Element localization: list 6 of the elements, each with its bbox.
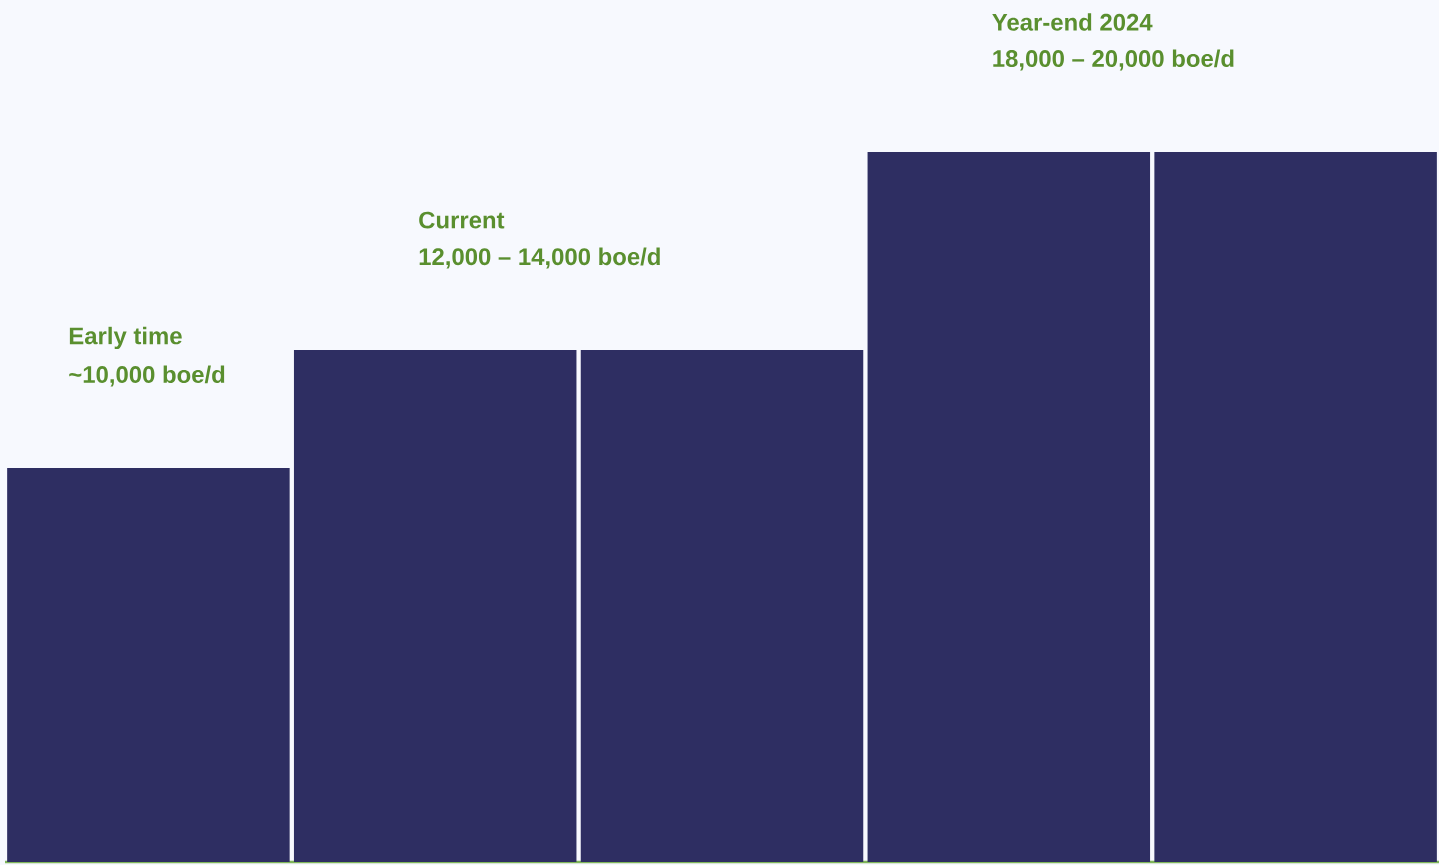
annotation: 12,000 – 14,000 boe/d bbox=[419, 247, 660, 269]
text: 18,000 – 20,000 boe/d bbox=[993, 49, 1234, 71]
annotation: Early time bbox=[69, 326, 182, 350]
annotation: ~10,000 boe/d bbox=[69, 365, 225, 387]
text: Year-end 2024 bbox=[992, 13, 1153, 31]
annotation: Current bbox=[419, 211, 505, 229]
